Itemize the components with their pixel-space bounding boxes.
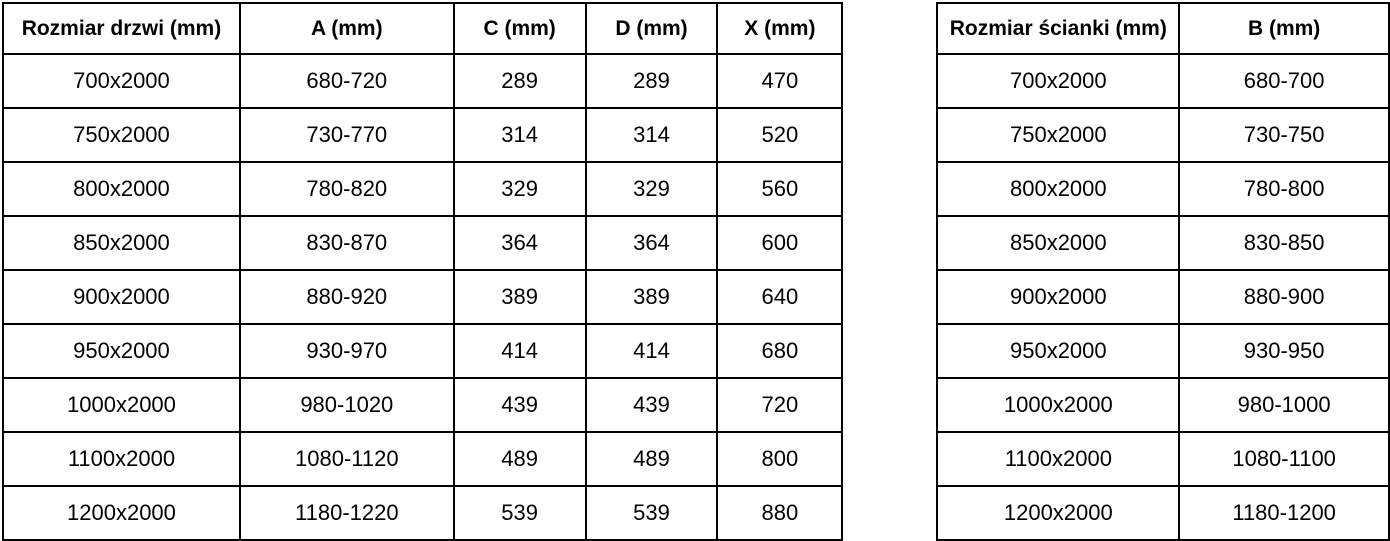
- table-cell: 470: [716, 53, 844, 109]
- table-row: 850x2000 830-870 364 364 600: [2, 215, 844, 271]
- table-cell: 329: [452, 161, 587, 217]
- table-row: 800x2000 780-820 329 329 560: [2, 161, 844, 217]
- table-cell: 880: [716, 485, 844, 541]
- table-cell: 539: [452, 485, 587, 541]
- table-row: 1100x2000 1080-1120 489 489 800: [2, 431, 844, 487]
- table-cell: 289: [584, 53, 719, 109]
- column-header: D (mm): [584, 2, 719, 55]
- header-row: Rozmiar ścianki (mm) B (mm): [936, 2, 1390, 55]
- table-cell: 489: [584, 431, 719, 487]
- table-cell: 880-900: [1178, 269, 1390, 325]
- wall-sizes-table: Rozmiar ścianki (mm) B (mm) 700x2000 680-7…: [936, 2, 1390, 541]
- table-cell: 489: [452, 431, 587, 487]
- table-row: 1000x2000 980-1000: [936, 377, 1390, 433]
- table-cell: 800x2000: [936, 161, 1181, 217]
- table-cell: 414: [584, 323, 719, 379]
- table-cell: 364: [452, 215, 587, 271]
- column-header: A (mm): [238, 2, 455, 55]
- table-row: 950x2000 930-950: [936, 323, 1390, 379]
- table-cell: 1200x2000: [2, 485, 241, 541]
- table-cell: 730-770: [238, 107, 455, 163]
- table-cell: 830-850: [1178, 215, 1390, 271]
- table-row: 900x2000 880-900: [936, 269, 1390, 325]
- table-cell: 1000x2000: [936, 377, 1181, 433]
- table-cell: 289: [452, 53, 587, 109]
- table-row: 1100x2000 1080-1100: [936, 431, 1390, 487]
- table-cell: 414: [452, 323, 587, 379]
- table-cell: 950x2000: [2, 323, 241, 379]
- table-row: 900x2000 880-920 389 389 640: [2, 269, 844, 325]
- table-row: 750x2000 730-770 314 314 520: [2, 107, 844, 163]
- table-cell: 1100x2000: [936, 431, 1181, 487]
- table-cell: 1180-1220: [238, 485, 455, 541]
- table-cell: 539: [584, 485, 719, 541]
- table-cell: 900x2000: [936, 269, 1181, 325]
- column-header: Rozmiar ścianki (mm): [936, 2, 1181, 55]
- table-cell: 830-870: [238, 215, 455, 271]
- table-row: 950x2000 930-970 414 414 680: [2, 323, 844, 379]
- column-header: B (mm): [1178, 2, 1390, 55]
- table-cell: 780-820: [238, 161, 455, 217]
- table-row: 700x2000 680-720 289 289 470: [2, 53, 844, 109]
- table-cell: 560: [716, 161, 844, 217]
- table-row: 750x2000 730-750: [936, 107, 1390, 163]
- column-header: Rozmiar drzwi (mm): [2, 2, 241, 55]
- table-cell: 389: [452, 269, 587, 325]
- table-cell: 950x2000: [936, 323, 1181, 379]
- table-cell: 680: [716, 323, 844, 379]
- table-cell: 600: [716, 215, 844, 271]
- table-cell: 1100x2000: [2, 431, 241, 487]
- table-cell: 780-800: [1178, 161, 1390, 217]
- table-cell: 980-1020: [238, 377, 455, 433]
- table-cell: 900x2000: [2, 269, 241, 325]
- table-cell: 730-750: [1178, 107, 1390, 163]
- column-header: C (mm): [452, 2, 587, 55]
- header-row: Rozmiar drzwi (mm) A (mm) C (mm) D (mm) X (m…: [2, 2, 844, 55]
- table-cell: 314: [584, 107, 719, 163]
- table-cell: 389: [584, 269, 719, 325]
- table-cell: 640: [716, 269, 844, 325]
- table-cell: 850x2000: [2, 215, 241, 271]
- table-cell: 1080-1100: [1178, 431, 1390, 487]
- table-cell: 930-970: [238, 323, 455, 379]
- table-cell: 700x2000: [2, 53, 241, 109]
- table-cell: 720: [716, 377, 844, 433]
- table-cell: 520: [716, 107, 844, 163]
- table-cell: 1080-1120: [238, 431, 455, 487]
- table-cell: 1000x2000: [2, 377, 241, 433]
- table-cell: 680-700: [1178, 53, 1390, 109]
- table-cell: 750x2000: [936, 107, 1181, 163]
- table-cell: 314: [452, 107, 587, 163]
- table-cell: 980-1000: [1178, 377, 1390, 433]
- table-row: 850x2000 830-850: [936, 215, 1390, 271]
- table-cell: 700x2000: [936, 53, 1181, 109]
- table-cell: 1180-1200: [1178, 485, 1390, 541]
- table-row: 800x2000 780-800: [936, 161, 1390, 217]
- table-cell: 439: [584, 377, 719, 433]
- table-row: 1000x2000 980-1020 439 439 720: [2, 377, 844, 433]
- table-cell: 439: [452, 377, 587, 433]
- table-cell: 930-950: [1178, 323, 1390, 379]
- table-cell: 750x2000: [2, 107, 241, 163]
- table-row: 700x2000 680-700: [936, 53, 1390, 109]
- table-cell: 800x2000: [2, 161, 241, 217]
- table-cell: 850x2000: [936, 215, 1181, 271]
- table-cell: 880-920: [238, 269, 455, 325]
- table-cell: 329: [584, 161, 719, 217]
- table-row: 1200x2000 1180-1200: [936, 485, 1390, 541]
- table-cell: 1200x2000: [936, 485, 1181, 541]
- table-cell: 364: [584, 215, 719, 271]
- table-row: 1200x2000 1180-1220 539 539 880: [2, 485, 844, 541]
- table-cell: 680-720: [238, 53, 455, 109]
- door-sizes-table: Rozmiar drzwi (mm) A (mm) C (mm) D (mm) X (m…: [2, 2, 844, 541]
- column-header: X (mm): [716, 2, 844, 55]
- table-cell: 800: [716, 431, 844, 487]
